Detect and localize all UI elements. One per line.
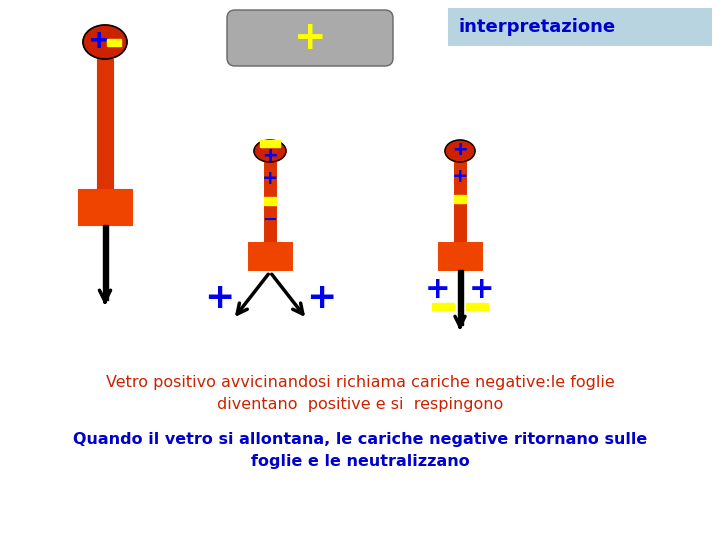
Text: +: + [306,281,336,315]
Bar [107,39,121,46]
Ellipse shape [445,140,475,162]
Text: +: + [264,146,276,166]
Bar [438,242,482,270]
Bar [248,242,292,270]
Bar [264,197,276,205]
Bar [448,8,712,46]
Bar [264,162,276,242]
Bar [97,59,113,189]
Text: interpretazione: interpretazione [458,18,615,36]
Text: +: + [454,140,467,160]
Ellipse shape [254,140,286,162]
Bar [260,140,280,147]
Text: +: + [426,275,451,303]
Bar [466,303,488,310]
Bar [78,189,132,225]
Text: +: + [90,25,108,55]
Text: Vetro positivo avvicinandosi richiama cariche negative:le foglie
diventano  posi: Vetro positivo avvicinandosi richiama ca… [106,375,614,412]
Text: +: + [204,281,234,315]
Text: −: − [262,211,278,229]
Bar [454,195,466,203]
Ellipse shape [83,25,127,59]
Bar [457,270,462,325]
Text: +: + [451,166,468,186]
Text: +: + [294,19,326,57]
Bar [102,225,107,300]
Bar [432,303,454,310]
Text: +: + [469,275,495,303]
Bar [454,162,466,242]
Text: Quando il vetro si allontana, le cariche negative ritornano sulle
foglie e le ne: Quando il vetro si allontana, le cariche… [73,432,647,469]
Text: +: + [262,168,278,187]
FancyBboxPatch shape [227,10,393,66]
